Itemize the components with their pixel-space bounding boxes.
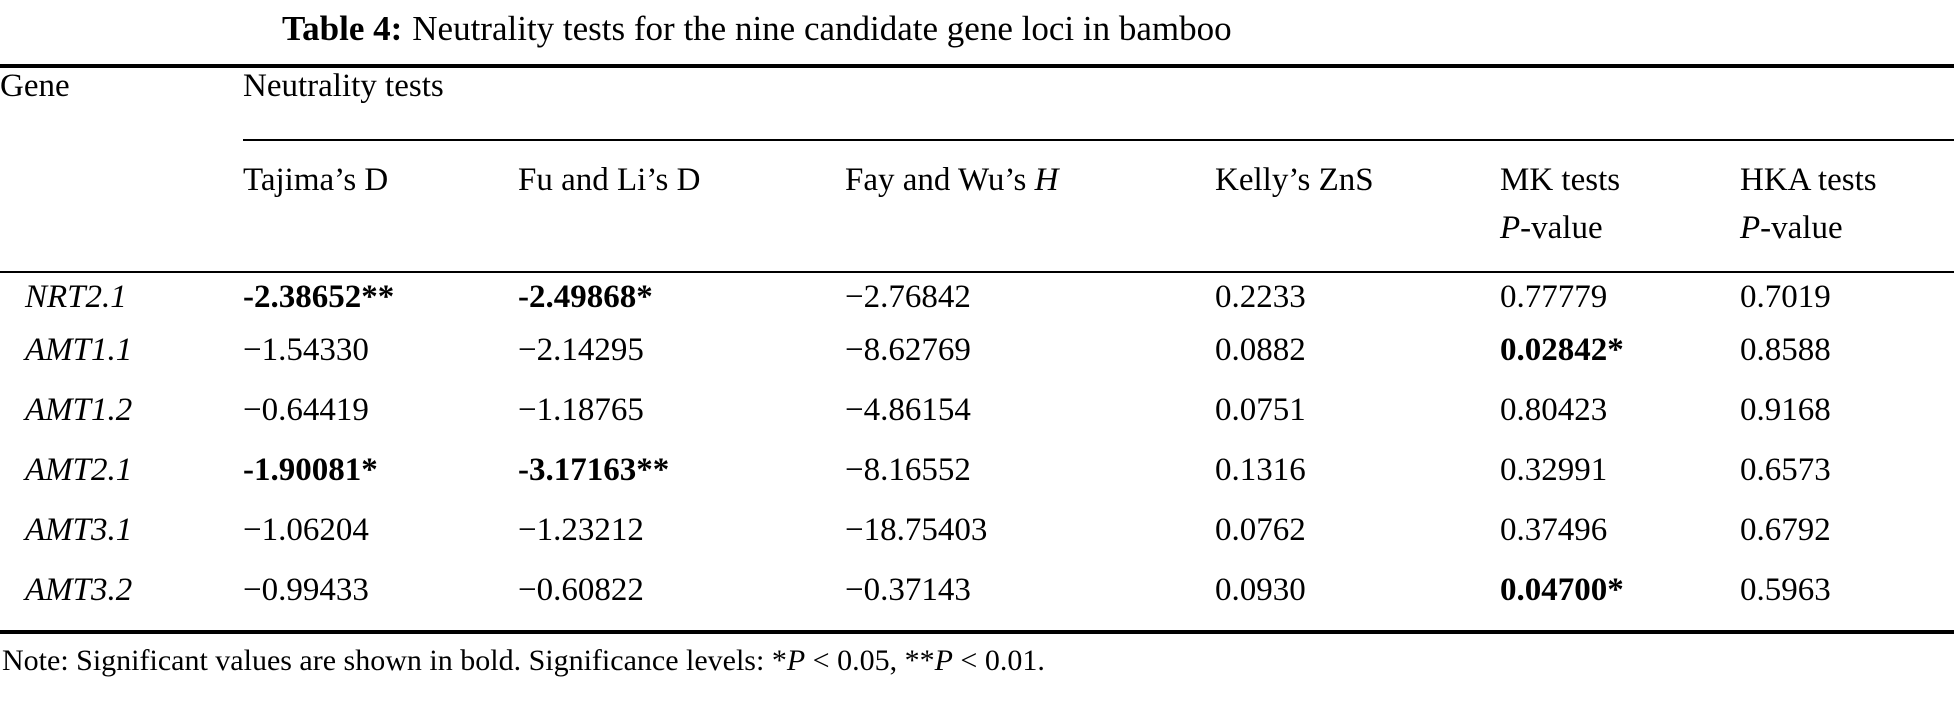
value-cell: −1.54330 — [243, 332, 369, 368]
gene-name-cell: AMT1.2 — [25, 392, 133, 428]
table-body: NRT2.1 -2.38652** -2.49868* −2.76842 0.2233 0… — [0, 272, 1954, 634]
value-cell: 0.6573 — [1740, 452, 1831, 488]
note-segment: < 0.01. — [952, 644, 1045, 677]
column-header: HKA tests P-value — [1740, 140, 1954, 273]
value-cell: −2.14295 — [518, 332, 644, 368]
table-caption: Table 4: Neutrality tests for the nine ca… — [0, 0, 1954, 64]
table-row: NRT2.1 -2.38652** -2.49868* −2.76842 0.2233 0… — [0, 272, 1954, 332]
value-cell: 0.04700* — [1500, 572, 1740, 634]
table-header: Gene Neutrality tests Tajima’s D Fu and L… — [0, 66, 1954, 273]
value-cell: −0.37143 — [845, 572, 1215, 634]
value-cell: −8.62769 — [845, 332, 971, 368]
value-cell: 0.77779 — [1500, 279, 1608, 315]
value-cell: 0.0930 — [1215, 572, 1500, 634]
value-cell: −0.60822 — [518, 572, 845, 634]
gene-name-cell: AMT3.1 — [25, 512, 133, 548]
value-cell: −0.99433 — [243, 572, 518, 634]
value-cell: −18.75403 — [845, 512, 988, 548]
gene-name-cell: AMT2.1 — [25, 452, 133, 488]
group-header-neutrality-tests: Neutrality tests — [243, 66, 1954, 141]
value-cell: 0.9168 — [1740, 392, 1831, 428]
value-cell: 0.8588 — [1740, 332, 1831, 368]
column-header: Fay and Wu’s H — [845, 140, 1215, 273]
value-cell: -3.17163** — [518, 452, 670, 488]
value-cell: 0.0751 — [1215, 392, 1306, 428]
table-note: Note: Significant values are shown in bo… — [0, 634, 1954, 678]
value-cell: −1.23212 — [518, 512, 644, 548]
note-italic-segment: P — [934, 644, 953, 677]
table-caption-text: Neutrality tests for the nine candidate … — [412, 9, 1232, 48]
table-row: AMT1.2 −0.64419 −1.18765 −4.86154 0.0751 0.80… — [0, 392, 1954, 452]
column-header: Tajima’s D — [243, 140, 518, 273]
value-cell: -2.49868* — [518, 279, 653, 315]
note-segment: < 0.05, ** — [805, 644, 935, 677]
table-row: AMT3.1 −1.06204 −1.23212 −18.75403 0.0762 0.3… — [0, 512, 1954, 572]
note-segment: Note: Significant values are shown in bo… — [2, 644, 787, 677]
value-cell: 0.5963 — [1740, 572, 1954, 634]
table-row: AMT3.2 −0.99433 −0.60822 −0.37143 0.0930 0.04… — [0, 572, 1954, 634]
note-italic-segment: P — [786, 644, 806, 677]
value-cell: −1.18765 — [518, 392, 644, 428]
column-header: Fu and Li’s D — [518, 140, 845, 273]
table-row: AMT1.1 −1.54330 −2.14295 −8.62769 0.0882 0.02… — [0, 332, 1954, 392]
value-cell: 0.7019 — [1740, 279, 1831, 315]
column-header-row: Tajima’s D Fu and Li’s D Fay and Wu’s H Kel… — [0, 140, 1954, 273]
value-cell: 0.2233 — [1215, 279, 1306, 315]
group-header-row: Gene Neutrality tests — [0, 66, 1954, 273]
value-cell: 0.6792 — [1740, 512, 1831, 548]
value-cell: −8.16552 — [845, 452, 971, 488]
value-cell: 0.1316 — [1215, 452, 1306, 488]
value-cell: -1.90081* — [243, 452, 378, 488]
value-cell: −4.86154 — [845, 392, 971, 428]
column-header-gene: Gene — [0, 66, 243, 273]
value-cell: −1.06204 — [243, 512, 369, 548]
value-cell: 0.37496 — [1500, 512, 1608, 548]
column-header: MK tests P-value — [1500, 140, 1740, 273]
value-cell: 0.80423 — [1500, 392, 1608, 428]
gene-name-cell: AMT3.2 — [0, 572, 243, 634]
value-cell: −0.64419 — [243, 392, 369, 428]
value-cell: −2.76842 — [845, 279, 971, 315]
value-cell: 0.0762 — [1215, 512, 1306, 548]
value-cell: 0.02842* — [1500, 332, 1624, 368]
gene-name-cell: NRT2.1 — [25, 279, 127, 315]
value-cell: 0.32991 — [1500, 452, 1608, 488]
value-cell: -2.38652** — [243, 279, 395, 315]
table-caption-label: Table 4: — [282, 9, 403, 48]
neutrality-tests-table: Gene Neutrality tests Tajima’s D Fu and L… — [0, 64, 1954, 634]
column-header: Kelly’s ZnS — [1215, 140, 1500, 273]
gene-name-cell: AMT1.1 — [25, 332, 133, 368]
value-cell: 0.0882 — [1215, 332, 1306, 368]
table-row: AMT2.1 -1.90081* -3.17163** −8.16552 0.1316 0… — [0, 452, 1954, 512]
